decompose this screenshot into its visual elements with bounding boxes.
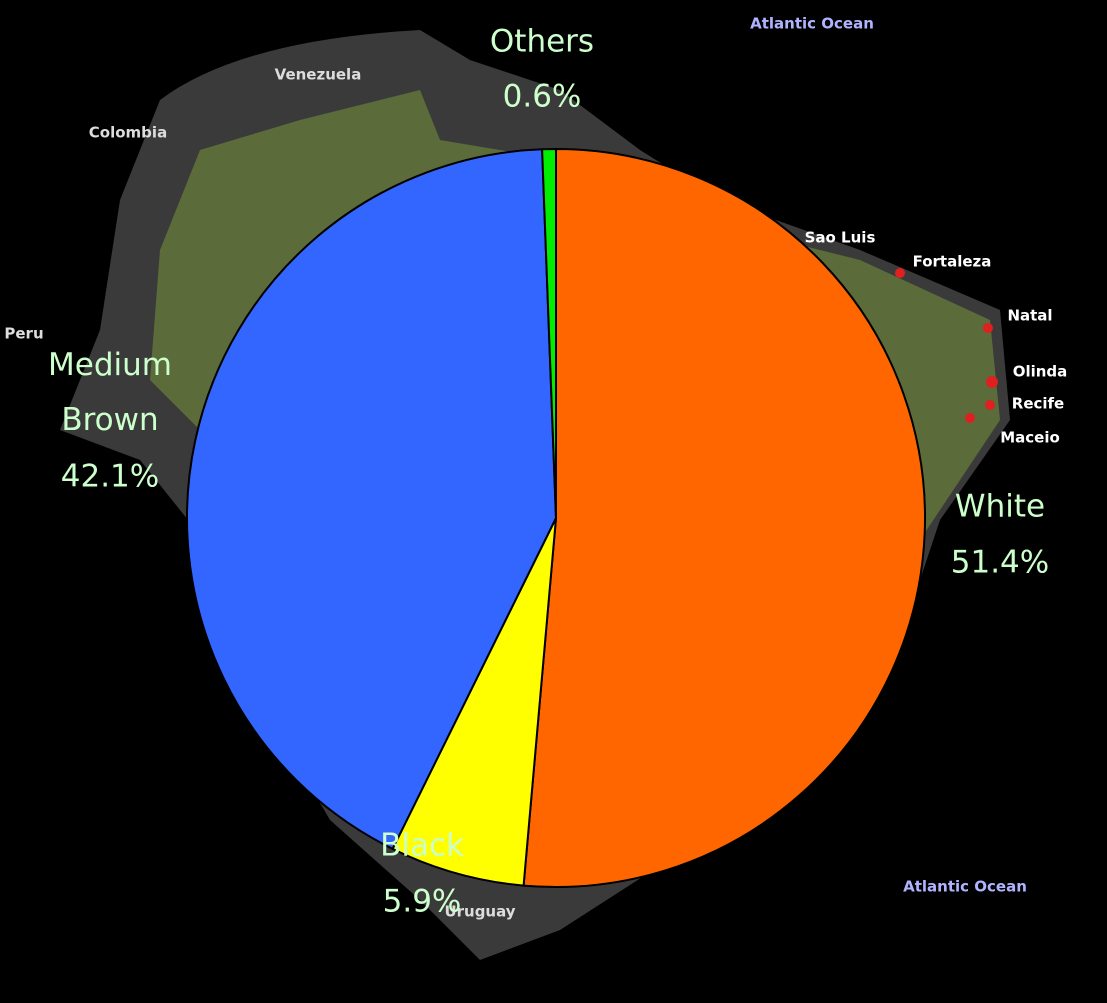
map-label: Fortaleza [913, 253, 992, 271]
map-label: Olinda [1013, 363, 1068, 381]
map-label: Atlantic Ocean [903, 878, 1027, 896]
map-label: Atlantic Ocean [750, 15, 874, 33]
slice-label: Medium Brown [35, 338, 185, 448]
map-label: Recife [1012, 395, 1064, 413]
map-label: Colombia [89, 124, 167, 142]
map-label: Venezuela [275, 66, 362, 84]
page: Atlantic Ocean Atlantic Ocean Venezuela Col… [0, 0, 1107, 1003]
value-label: 5.9% [383, 875, 462, 930]
value-label: 0.6% [503, 70, 582, 125]
map-label: Maceio [1000, 429, 1060, 447]
slice-label: Others [467, 15, 617, 70]
slice-label: Black [347, 819, 497, 874]
value-label: 51.4% [951, 536, 1049, 591]
map-label: Natal [1007, 307, 1052, 325]
map-label: Sao Luis [805, 229, 876, 247]
value-label: 42.1% [61, 450, 159, 505]
slice-label: White [925, 480, 1075, 535]
